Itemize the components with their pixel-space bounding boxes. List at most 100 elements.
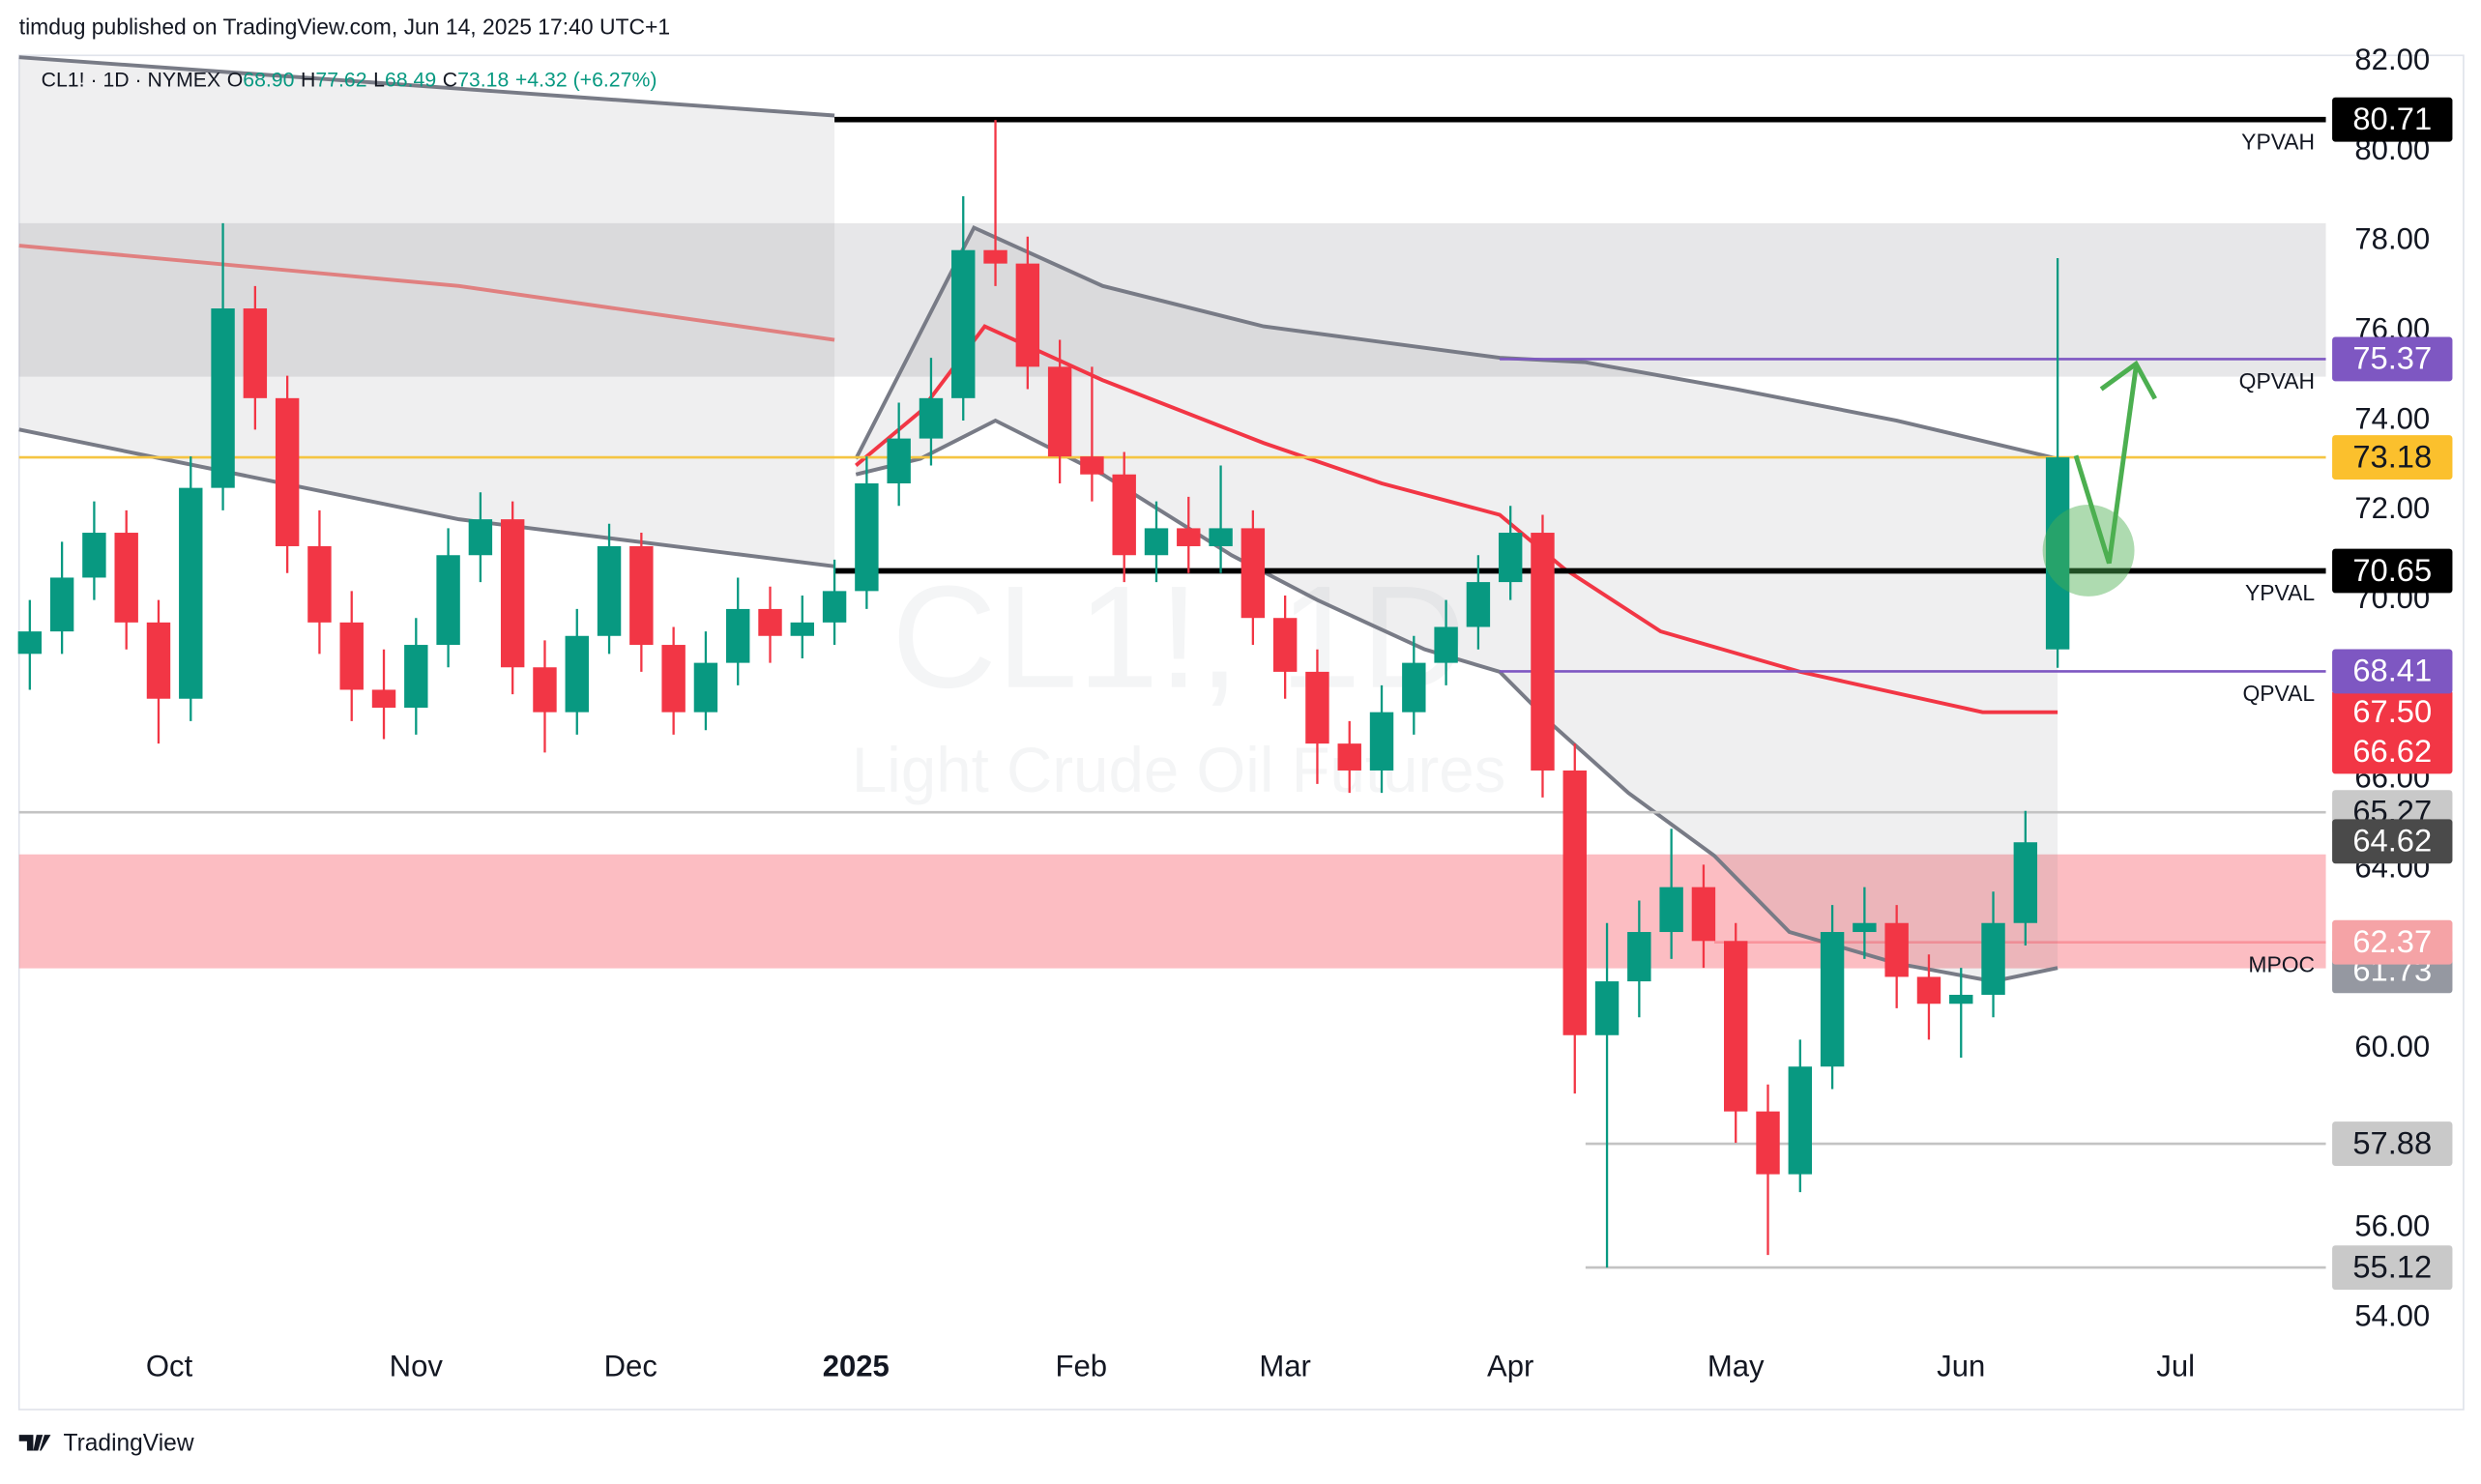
candle-body: [1627, 932, 1651, 982]
indicator-line: [854, 224, 2058, 461]
y-tick-label: 60.00: [2354, 1030, 2430, 1063]
y-tick-label: 82.00: [2354, 43, 2430, 76]
x-tick-label: Jul: [2156, 1350, 2195, 1383]
price-tag-label: 70.65: [2352, 552, 2432, 588]
price-tag: [2332, 1245, 2453, 1291]
candle-body: [1144, 528, 1169, 556]
ohlc-value: 73.18: [457, 68, 509, 91]
price-tag: [2332, 548, 2453, 594]
candle-body: [2013, 842, 2038, 923]
candle-body: [1337, 743, 1361, 771]
candle-body: [49, 577, 74, 632]
brand: TradingView: [64, 1430, 194, 1456]
x-tick-label: May: [1708, 1350, 1765, 1383]
candle-body: [1498, 533, 1523, 583]
price-tag-label: 66.62: [2352, 733, 2432, 769]
footer-logo: TradingView: [18, 1430, 194, 1456]
symbol-legend: CL1! · 1D · NYMEX O68.90 H77.62 L68.49 C73.1…: [42, 68, 657, 91]
indicator-line: [18, 55, 835, 118]
candle-body: [661, 645, 686, 713]
candle-body: [1691, 887, 1716, 942]
candle-body: [146, 622, 171, 699]
price-tag: [2332, 819, 2453, 864]
candle-body: [629, 545, 654, 646]
ohlc-label: C: [443, 68, 457, 91]
candle-body: [1788, 1066, 1813, 1175]
candle-body: [533, 667, 557, 713]
price-tag: [2332, 1121, 2453, 1166]
x-tick-label: 2025: [823, 1350, 890, 1383]
candle-body: [1949, 994, 1973, 1004]
candle-body: [17, 631, 43, 655]
x-tick-label: Apr: [1487, 1350, 1533, 1383]
chart-frame: [17, 54, 2465, 1411]
ohlc-label: L: [373, 68, 385, 91]
candle-body: [211, 308, 235, 488]
candle-body: [500, 519, 525, 668]
candle-body: [2045, 457, 2070, 650]
y-tick-label: 74.00: [2354, 401, 2430, 435]
candle-body: [693, 662, 718, 713]
price-tag-label: 55.12: [2352, 1248, 2432, 1284]
candle-body: [1080, 456, 1104, 475]
candle-body: [1209, 528, 1233, 546]
x-tick-label: Feb: [1056, 1350, 1108, 1383]
candle-body: [307, 545, 332, 623]
candle-body: [371, 689, 396, 709]
candle-body: [951, 249, 976, 398]
y-tick-label: 56.00: [2354, 1209, 2430, 1243]
price-tag-label: 80.71: [2352, 101, 2432, 136]
candle-body: [179, 487, 203, 699]
candle-body: [855, 483, 879, 592]
zone: [18, 222, 2326, 377]
price-tag-label: 75.37: [2352, 340, 2432, 376]
candle-body: [983, 249, 1007, 264]
x-tick-label: Nov: [390, 1350, 444, 1383]
candle-body: [1659, 887, 1683, 933]
price-tag: [2332, 649, 2453, 694]
price-tag: [2332, 435, 2453, 480]
change: +4.32 (+6.27%): [515, 68, 657, 91]
ohlc-value: 68.90: [243, 68, 294, 91]
candle-body: [275, 397, 300, 546]
x-tick-label: Mar: [1259, 1350, 1311, 1383]
candle-body: [1594, 981, 1620, 1035]
candle-body: [822, 591, 847, 623]
candle-body: [790, 622, 815, 636]
indicator-line: [18, 427, 835, 568]
x-tick-label: Jun: [1937, 1350, 1985, 1383]
arrow-path: [2073, 366, 2139, 565]
candle-body: [1466, 582, 1491, 627]
level-name: QPVAH: [2239, 368, 2315, 393]
candle-body: [1369, 712, 1394, 771]
logo-icon: [18, 1435, 51, 1451]
price-tag: [2332, 919, 2453, 965]
watermark-title: CL1!, 1D: [891, 556, 1466, 718]
candle-body: [468, 519, 493, 556]
candle-body: [1756, 1111, 1780, 1175]
x-tick-label: Oct: [146, 1350, 193, 1383]
price-tag-label: 62.37: [2352, 923, 2432, 959]
candle-body: [919, 397, 944, 439]
level-name: MPOC: [2248, 951, 2315, 976]
candle-body: [1562, 770, 1587, 1035]
candle-body: [1177, 528, 1201, 546]
zone: [18, 854, 2326, 969]
price-tag-label: 64.62: [2352, 823, 2432, 858]
price-tag: [2332, 729, 2453, 774]
y-tick-label: 54.00: [2354, 1298, 2430, 1332]
candle-body: [436, 555, 460, 646]
band-fill: [856, 227, 2058, 982]
candle-body: [1884, 922, 1909, 977]
candle-body: [82, 533, 106, 578]
watermark-subtitle: Light Crude Oil Futures: [852, 735, 1506, 805]
price-tag-label: 68.41: [2352, 653, 2432, 688]
price-tag: [2332, 336, 2453, 382]
candle-body: [114, 533, 138, 623]
symbol: CL1! · 1D · NYMEX: [42, 68, 221, 91]
candle-body: [1047, 366, 1072, 457]
price-tag-label: 67.50: [2352, 693, 2432, 729]
candle-body: [1402, 662, 1426, 713]
